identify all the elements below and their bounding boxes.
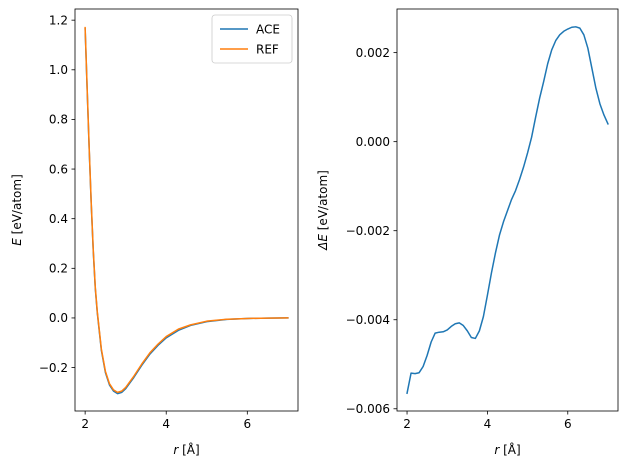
y-axis-label: E [eV/atom] (10, 174, 24, 246)
y-tick-label: 0.0 (49, 311, 68, 325)
x-tick-label: 6 (564, 417, 572, 431)
y-tick-label: 0.000 (356, 135, 390, 149)
right-panel-energy-difference: 2 4 6 −0.006 −0.004 −0.002 0.000 0.002 r [Å] ΔE [… (316, 8, 619, 457)
y-tick-label: 0.4 (49, 212, 68, 226)
y-tick-label: 0.8 (49, 113, 68, 127)
x-tick-label: 2 (81, 417, 89, 431)
series-line-ref (84, 26, 289, 394)
x-axis-label: r [Å] (173, 442, 199, 457)
y-tick-label: −0.004 (346, 313, 390, 327)
y-tick-label: −0.002 (346, 224, 390, 238)
x-tick-label: 2 (403, 417, 411, 431)
y-tick-label: −0.006 (346, 402, 390, 416)
y-tick-label: 1.2 (49, 13, 68, 27)
x-axis-label: r [Å] (494, 442, 520, 457)
y-tick-label: 0.2 (49, 262, 68, 276)
x-tick-label: 6 (243, 417, 251, 431)
legend-label-ace: ACE (256, 22, 280, 36)
left-panel-energy: 2 4 6 −0.2 0.0 0.2 0.4 0.6 0.8 1.0 1.2 r [Å] E [eV/a… (10, 8, 299, 457)
legend-label-ref: REF (256, 42, 279, 56)
y-tick-label: 0.6 (49, 162, 68, 176)
x-tick-label: 4 (162, 417, 170, 431)
legend: ACE REF (211, 14, 293, 64)
axes-frame (396, 8, 619, 412)
series-line-ace (84, 28, 289, 395)
axes-frame (74, 8, 299, 412)
y-axis-label: ΔE [eV/atom] (316, 170, 330, 251)
y-tick-label: 1.0 (49, 63, 68, 77)
legend-box (211, 14, 293, 64)
y-tick-label: 0.002 (356, 46, 390, 60)
x-tick-label: 4 (484, 417, 492, 431)
y-tick-label: −0.2 (39, 361, 68, 375)
series-line-0 (406, 26, 609, 395)
